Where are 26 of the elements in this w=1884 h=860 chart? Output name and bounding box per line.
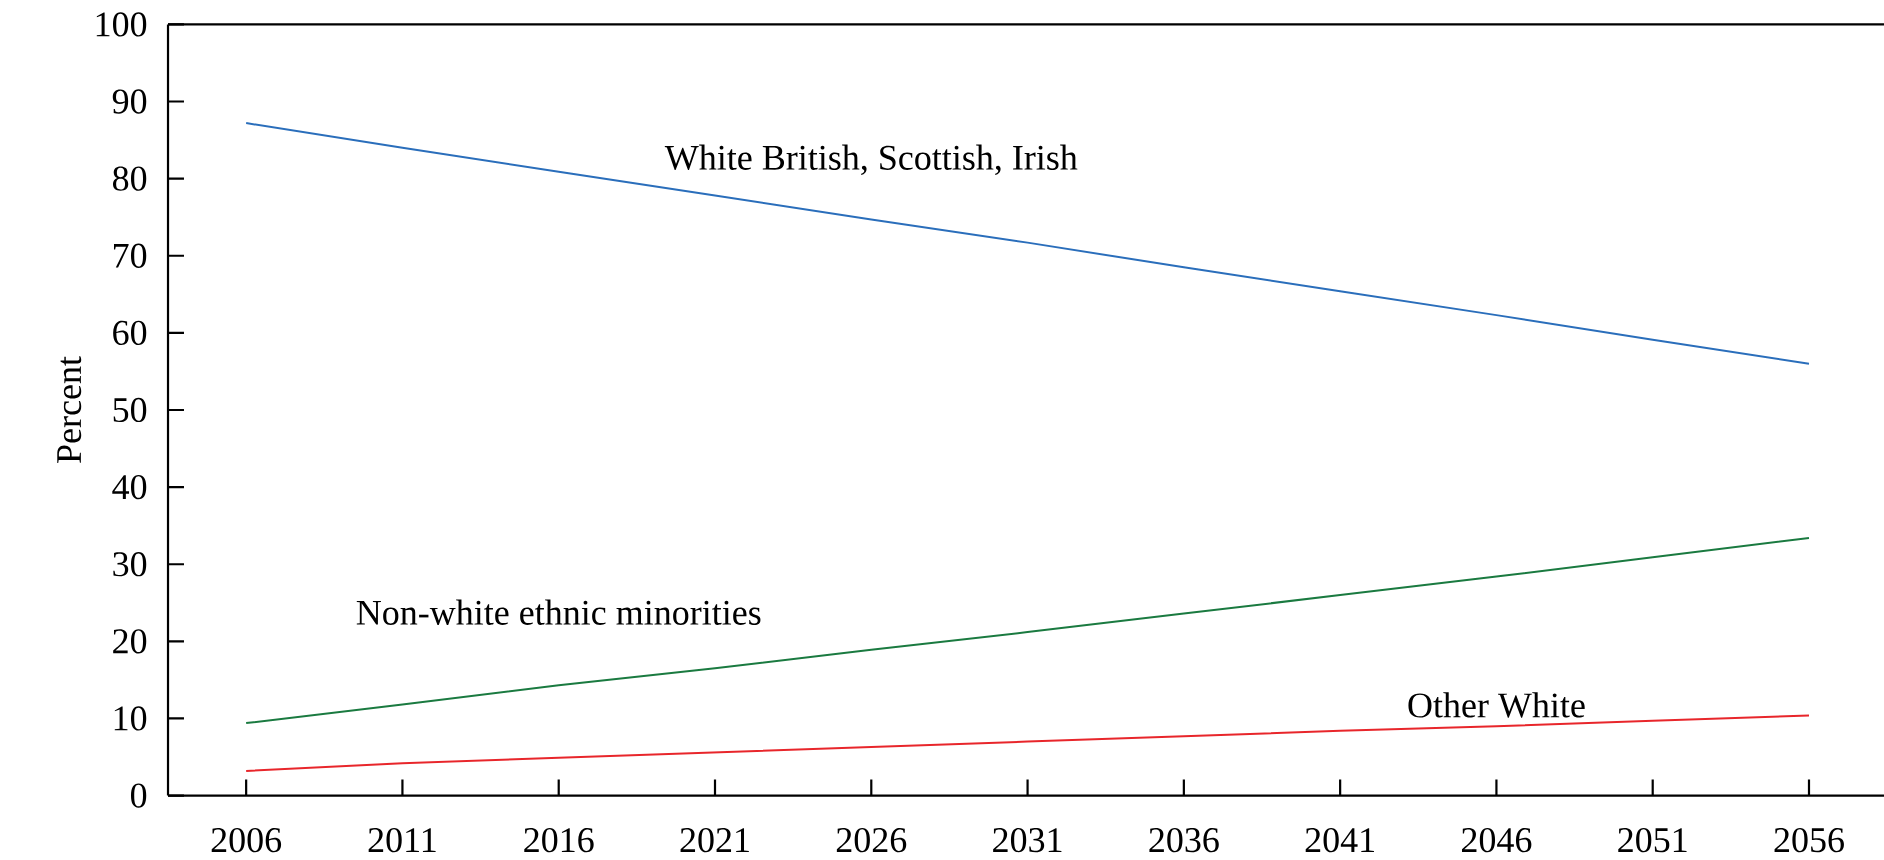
series-label: Non-white ethnic minorities	[356, 599, 761, 625]
x-tick-label: 2016	[524, 827, 594, 853]
x-tick-label: 2006	[211, 827, 282, 853]
y-tick-label: 100	[96, 12, 147, 37]
series-label: White British, Scottish, Irish	[664, 144, 1078, 176]
x-tick-label: 2036	[1149, 827, 1219, 853]
y-tick-label: 60	[113, 320, 147, 346]
x-tick-label: 2026	[836, 827, 907, 853]
x-tick-label: 2031	[993, 827, 1062, 853]
x-tick-label: 2041	[1305, 827, 1374, 853]
y-tick-label: 90	[112, 89, 147, 114]
y-tick-label: 50	[113, 397, 147, 423]
y-tick-label: 30	[113, 552, 147, 577]
x-tick-label: 2051	[1618, 827, 1687, 853]
x-tick-label: 2046	[1461, 827, 1532, 853]
y-axis-title: Percent	[57, 356, 82, 463]
y-tick-label: 20	[113, 629, 147, 654]
y-tick-label: 10	[114, 706, 147, 731]
x-tick-label: 2021	[680, 827, 749, 853]
y-tick-label: 70	[113, 243, 147, 268]
y-tick-label: 0	[130, 783, 147, 808]
y-tick-label: 40	[112, 474, 147, 500]
x-tick-label: 2011	[368, 827, 436, 853]
series-label: Other White	[1408, 692, 1585, 718]
x-tick-label: 2056	[1774, 827, 1844, 853]
y-tick-label: 80	[112, 166, 147, 191]
